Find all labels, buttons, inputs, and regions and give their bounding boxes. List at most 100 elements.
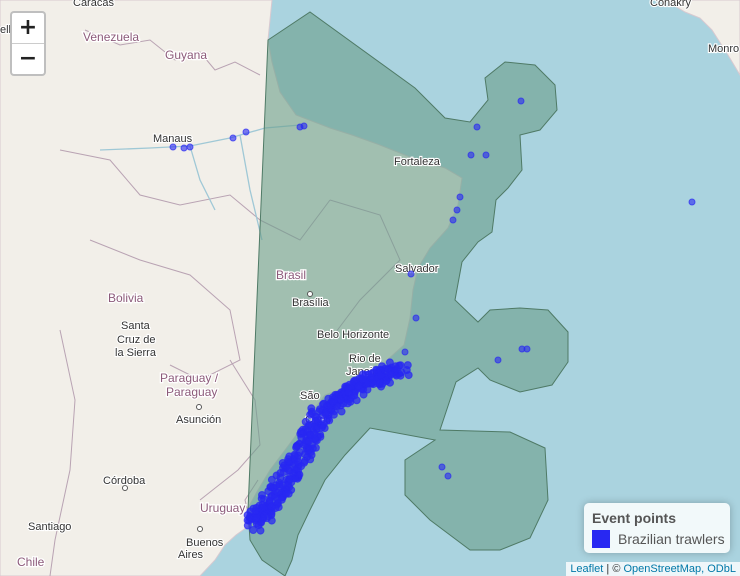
event-points-layer (169, 97, 696, 535)
city-dot-asuncion (196, 404, 202, 410)
event-point (300, 122, 308, 130)
event-point (292, 443, 301, 452)
city-brasilia: Brasília (292, 297, 330, 309)
event-point (467, 151, 475, 159)
event-point (249, 526, 258, 534)
event-point (376, 371, 385, 380)
event-point (344, 388, 353, 397)
osm-link[interactable]: OpenStreetMap, ODbL (623, 563, 736, 575)
event-point (285, 475, 294, 484)
legend: Event points Brazilian trawlers (584, 503, 730, 553)
event-point (367, 373, 376, 382)
event-point (494, 356, 502, 364)
event-point (397, 368, 406, 377)
event-point (271, 504, 280, 512)
legend-item-label: Brazilian trawlers (618, 531, 725, 547)
event-point (283, 464, 292, 473)
event-point (282, 489, 291, 498)
city-cordoba: Córdoba (103, 475, 146, 487)
city-monrovia: Monro (708, 43, 739, 55)
label-chile: Chile (17, 555, 45, 569)
event-point (329, 410, 338, 419)
event-point (251, 507, 260, 516)
city-rio-1: Rio de (349, 353, 381, 365)
event-point (318, 423, 326, 432)
country-labels: Venezuela Guyana Brasil Bolivia Paraguay… (16, 29, 308, 571)
city-dot-santiago (51, 523, 57, 529)
event-point (350, 377, 358, 386)
zoom-control: + − (10, 11, 46, 76)
city-belo-horizonte: Belo Horizonte (317, 329, 389, 341)
city-labels: Caracas Manaus Fortaleza Salvador Brasíl… (0, 0, 740, 562)
city-fortaleza: Fortaleza (394, 156, 441, 168)
city-santiago: Santiago (28, 521, 71, 533)
event-point (186, 143, 194, 151)
leaflet-link[interactable]: Leaflet (570, 563, 604, 575)
city-santa-1: Santa (121, 320, 151, 332)
event-point (311, 443, 320, 452)
event-point (328, 398, 336, 407)
zoom-in-button[interactable]: + (18, 15, 38, 40)
label-guyana: Guyana (165, 48, 207, 62)
label-brasil: Brasil (276, 268, 306, 282)
event-point (323, 416, 332, 425)
event-point (291, 451, 299, 460)
event-point (278, 481, 287, 490)
event-point (305, 420, 314, 429)
label-venezuela: Venezuela (83, 30, 139, 44)
event-point (264, 487, 273, 496)
event-point (449, 216, 457, 224)
city-manaus: Manaus (153, 133, 193, 145)
event-point (295, 470, 304, 479)
event-point (321, 410, 330, 419)
event-point (273, 495, 282, 504)
event-point (254, 521, 263, 530)
city-conakry: Conakry (650, 0, 691, 9)
event-point (473, 123, 481, 131)
event-point (482, 151, 490, 159)
event-point (517, 97, 525, 105)
label-uruguay: Uruguay (200, 501, 245, 515)
event-point (404, 371, 413, 380)
event-point (307, 409, 316, 418)
event-point (523, 345, 531, 353)
event-point (403, 361, 412, 370)
event-point (169, 143, 177, 151)
city-buenos-2: Aires (178, 549, 204, 561)
event-point (358, 375, 367, 384)
event-point (385, 358, 394, 367)
event-point (688, 198, 696, 206)
city-buenos-1: Buenos (186, 537, 224, 549)
city-dot-brasilia (307, 291, 313, 297)
city-santa-2: Cruz de (117, 334, 156, 346)
legend-title: Event points (592, 510, 677, 526)
event-point (259, 513, 268, 522)
event-point (401, 348, 409, 356)
zoom-out-button[interactable]: − (12, 43, 44, 74)
event-point (407, 270, 415, 278)
event-point (346, 397, 355, 406)
event-point (382, 376, 391, 385)
attribution-sep: | © (603, 563, 624, 575)
attribution: Leaflet | © OpenStreetMap, ODbL (566, 562, 740, 576)
city-dot-cordoba (122, 485, 128, 491)
event-point (242, 128, 250, 136)
city-santa-3: la Sierra (115, 347, 157, 359)
event-point (336, 395, 345, 404)
city-salvador: Salvador (395, 263, 439, 275)
event-point (354, 382, 363, 391)
event-point (311, 416, 320, 425)
event-point (297, 462, 306, 471)
event-point (456, 193, 464, 201)
city-sao: São (300, 390, 320, 402)
event-point (306, 448, 315, 457)
event-point (337, 407, 346, 416)
land-africa (664, 0, 740, 76)
event-point (252, 514, 261, 523)
city-caracas: Caracas (73, 0, 114, 9)
event-point (180, 144, 188, 152)
event-point (444, 472, 452, 480)
event-point (267, 516, 276, 525)
label-bolivia: Bolivia (108, 291, 144, 305)
